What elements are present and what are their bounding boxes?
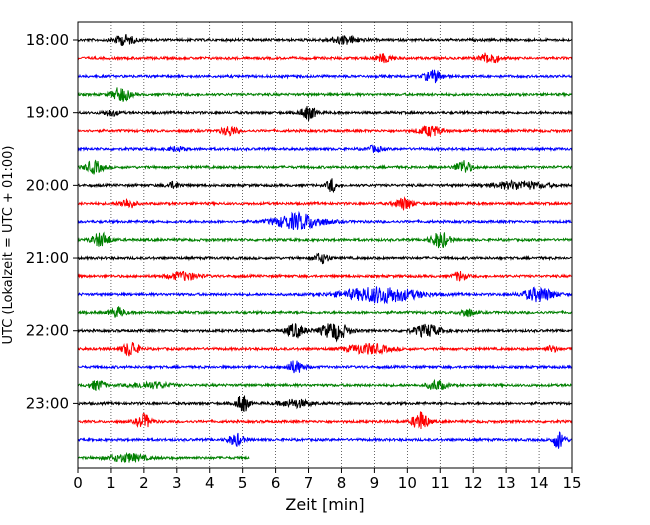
trace-line	[77, 34, 573, 46]
trace-line	[77, 360, 573, 374]
trace-line	[77, 87, 573, 102]
trace-line	[77, 323, 573, 343]
trace-line	[77, 270, 573, 282]
x-tick-label: 7	[304, 474, 314, 492]
x-tick-label: 3	[172, 474, 182, 492]
x-tick-label: 10	[398, 474, 417, 492]
y-tick-label: 19:00	[26, 104, 69, 122]
x-tick-label: 8	[337, 474, 347, 492]
trace-line	[77, 231, 573, 249]
x-tick-label: 6	[271, 474, 281, 492]
x-tick-label: 5	[238, 474, 248, 492]
x-axis-label: Zeit [min]	[285, 495, 364, 514]
x-tick-label: 0	[73, 474, 83, 492]
x-tick-label: 13	[497, 474, 516, 492]
y-axis-ticks: 18:00 19:00 20:00 21:00 22:00 23:00	[26, 31, 78, 412]
x-tick-label: 14	[530, 474, 549, 492]
y-tick-label: 21:00	[26, 249, 69, 267]
trace-line	[77, 306, 573, 318]
x-tick-label: 12	[464, 474, 483, 492]
x-axis-ticks: 0 1 2 3 4 5 6 7 8 9 10 11 12 13 14 15	[73, 468, 582, 492]
x-tick-label: 2	[139, 474, 149, 492]
trace-line	[77, 210, 573, 230]
trace-line	[77, 286, 573, 305]
trace-line	[77, 125, 573, 138]
x-tick-label: 9	[370, 474, 380, 492]
x-tick-label: 11	[431, 474, 450, 492]
trace-line	[77, 378, 573, 391]
trace-line	[77, 52, 573, 64]
x-tick-label: 1	[106, 474, 116, 492]
trace-line	[77, 252, 573, 265]
y-tick-label: 20:00	[26, 176, 69, 194]
trace-line	[77, 69, 573, 84]
trace-line	[77, 105, 573, 121]
trace-line	[77, 431, 573, 449]
trace-line	[77, 342, 573, 357]
x-tick-label: 4	[205, 474, 215, 492]
trace-line	[77, 451, 250, 464]
trace-line	[77, 159, 573, 175]
y-axis-label: UTC (Lokalzeit = UTC + 01:00)	[1, 146, 16, 345]
trace-line	[77, 395, 573, 412]
trace-line	[77, 144, 573, 153]
plot-frame	[77, 21, 573, 469]
grid-lines	[110, 22, 540, 468]
x-tick-label: 15	[562, 474, 581, 492]
y-tick-label: 23:00	[26, 394, 69, 412]
y-tick-label: 18:00	[26, 31, 69, 49]
trace-line	[77, 411, 573, 429]
y-tick-label: 22:00	[26, 322, 69, 340]
trace-line	[77, 178, 573, 194]
trace-line	[77, 196, 573, 211]
traces	[77, 34, 573, 464]
plot-area	[78, 22, 572, 468]
